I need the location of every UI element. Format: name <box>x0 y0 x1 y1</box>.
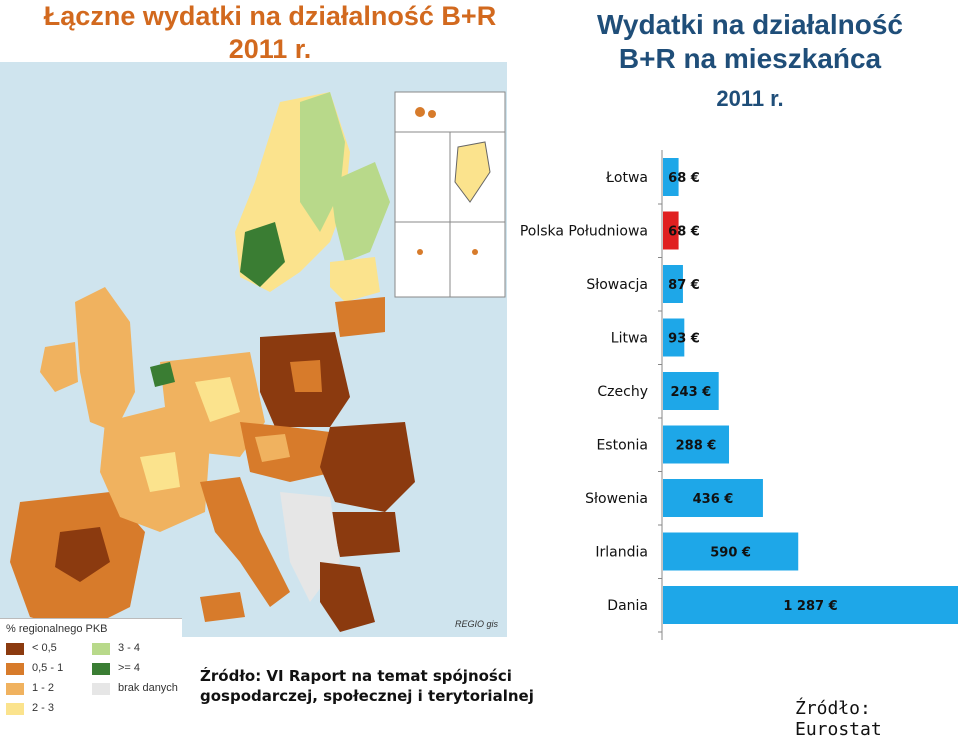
legend-swatch <box>6 683 24 695</box>
source-left-line1: Źródło: VI Raport na temat spójności <box>200 667 512 685</box>
map-title-line1: Łączne wydatki na działalność B+R <box>43 1 497 31</box>
legend-swatch <box>92 683 110 695</box>
category-label: Polska Południowa <box>520 224 648 240</box>
bar <box>663 425 730 464</box>
category-label: Litwa <box>611 331 648 347</box>
regio-logo: REGIO gis <box>455 619 499 629</box>
bar <box>663 265 683 303</box>
legend-label: 1 - 2 <box>32 682 55 694</box>
legend-label: >= 4 <box>118 662 141 674</box>
bar <box>663 211 679 250</box>
bar <box>663 532 799 571</box>
bar <box>663 318 685 357</box>
category-label: Słowenia <box>585 491 648 507</box>
legend-label: 3 - 4 <box>118 642 141 654</box>
category-label: Słowacja <box>586 277 648 293</box>
value-label: 243 € <box>670 385 711 400</box>
legend-label: 2 - 3 <box>32 702 55 714</box>
value-label: 87 € <box>668 278 700 293</box>
bar-chart: Łotwa 68 € Polska Południowa 68 € Słowacja 87… <box>500 150 960 642</box>
legend-label: brak danych <box>118 682 178 694</box>
chart-year: 2011 r. <box>716 86 784 111</box>
chart-title-line1: Wydatki na działalność <box>596 9 904 40</box>
value-label: 590 € <box>710 546 751 561</box>
legend-label: < 0,5 <box>32 642 57 654</box>
legend-swatch <box>6 663 24 675</box>
category-label: Łotwa <box>605 170 648 186</box>
value-label: 288 € <box>676 439 717 454</box>
legend-label: 0,5 - 1 <box>32 662 64 674</box>
category-label: Dania <box>607 598 648 614</box>
map-legend: % regionalnego PKB < 0,5 0,5 - 1 1 - 2 2 - … <box>0 618 182 720</box>
map-title: Łączne wydatki na działalność B+R 2011 r… <box>0 0 540 66</box>
chart-title: Wydatki na działalność B+R na mieszkańca <box>560 8 940 76</box>
legend-swatch <box>6 643 24 655</box>
source-left: Źródło: VI Raport na temat spójności gos… <box>200 666 534 706</box>
value-label: 1 287 € <box>783 599 837 614</box>
chart-title-line2: B+R na mieszkańca <box>618 43 882 74</box>
source-right: Źródło: Eurostat <box>795 698 882 740</box>
source-left-line2: gospodarczej, społecznej i terytorialnej <box>200 687 534 705</box>
europe-map: REGIO gis <box>0 62 507 637</box>
legend-title: % regionalnego PKB <box>6 623 108 635</box>
bar <box>663 158 679 196</box>
bar <box>663 372 719 410</box>
map-title-line2: 2011 r. <box>228 34 312 64</box>
legend-swatch <box>6 703 24 715</box>
value-label: 68 € <box>668 225 700 240</box>
category-label: Irlandia <box>595 545 648 561</box>
legend-swatch <box>92 663 110 675</box>
bar <box>663 586 958 624</box>
category-label: Czechy <box>597 384 648 400</box>
value-label: 68 € <box>668 171 700 186</box>
value-label: 93 € <box>668 332 700 347</box>
category-label: Estonia <box>596 438 648 454</box>
value-label: 436 € <box>693 492 734 507</box>
bar <box>663 479 763 517</box>
legend-swatch <box>92 643 110 655</box>
